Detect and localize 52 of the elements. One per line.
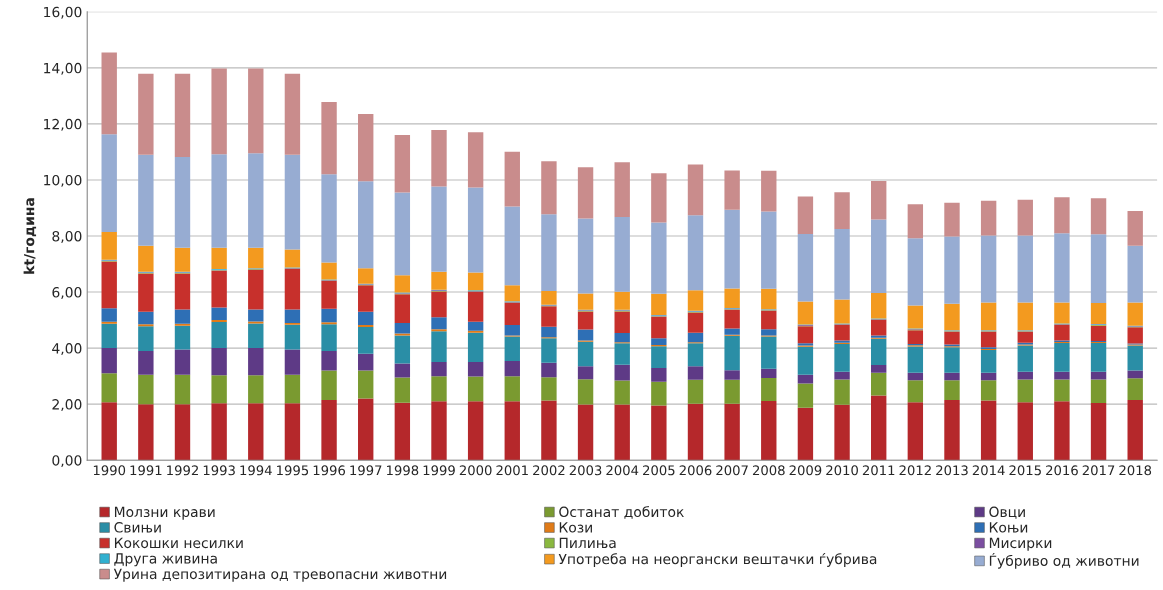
y-tick-label: 16,00 [44,6,82,19]
x-tick-label: 1995 [277,465,309,476]
x-tick-label: 1994 [240,465,272,476]
x-tick-label: 1998 [387,465,419,476]
legend-label: Кокошки несилки [114,537,243,549]
x-tick-label: 2000 [459,465,492,476]
legend-label: Останат добиток [559,506,684,519]
x-tick-label: 2007 [716,465,748,476]
x-tick-label: 2016 [1046,465,1078,476]
y-tick-label: 0,00 [52,455,82,468]
y-axis-title: kt/година [23,198,37,274]
x-tick-label: 2009 [789,465,822,476]
x-tick-label: 2017 [1082,465,1115,476]
y-tick-label: 14,00 [44,62,82,75]
x-tick-label: 1990 [93,465,126,476]
legend-label: Пилиња [559,537,616,549]
legend-label: Употреба на неоргански вештачки ѓубрива [558,552,877,567]
x-tick-label: 2004 [606,465,639,476]
x-tick-label: 2010 [826,465,858,476]
x-tick-label: 2003 [569,465,602,476]
legend-label: Молзни крави [114,506,215,520]
x-tick-label: 2013 [936,465,968,476]
legend-label: Урина депозитирана од тревопасни животни [113,568,447,582]
x-tick-label: 2008 [752,465,785,476]
x-tick-label: 2012 [899,465,931,476]
x-tick-label: 1996 [313,465,346,476]
y-tick-label: 6,00 [52,287,82,299]
x-tick-label: 1993 [203,465,235,476]
x-tick-label: 2015 [1009,465,1041,476]
x-tick-label: 2014 [972,465,1005,476]
x-tick-label: 2001 [496,465,528,476]
x-tick-label: 2011 [862,465,895,476]
x-tick-label: 1991 [130,465,162,476]
x-tick-label: 2018 [1119,465,1152,476]
y-tick-label: 12,00 [44,118,82,131]
x-tick-label: 1997 [350,465,382,476]
y-tick-label: 10,00 [44,174,82,187]
legend-label: Мисирки [989,537,1052,551]
x-tick-label: 2002 [533,465,565,476]
y-tick-label: 2,00 [52,399,82,412]
legend-label: Овци [989,506,1025,519]
legend-label: Коњи [989,522,1028,533]
legend-label: Ѓубриво од животни [989,552,1139,569]
x-tick-label: 2006 [679,465,712,476]
x-tick-label: 1999 [423,465,455,476]
y-tick-label: 4,00 [52,343,82,355]
x-tick-label: 1992 [167,465,198,476]
legend-label: Друга живина [114,553,217,567]
y-tick-label: 8,00 [52,230,82,243]
legend-label: Свињи [114,522,161,533]
legend-label: Кози [559,522,592,533]
x-tick-label: 2005 [643,465,675,476]
